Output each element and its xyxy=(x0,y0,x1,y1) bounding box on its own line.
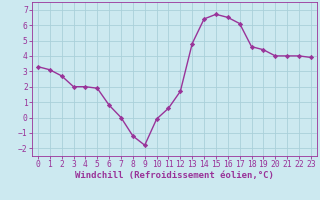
X-axis label: Windchill (Refroidissement éolien,°C): Windchill (Refroidissement éolien,°C) xyxy=(75,171,274,180)
